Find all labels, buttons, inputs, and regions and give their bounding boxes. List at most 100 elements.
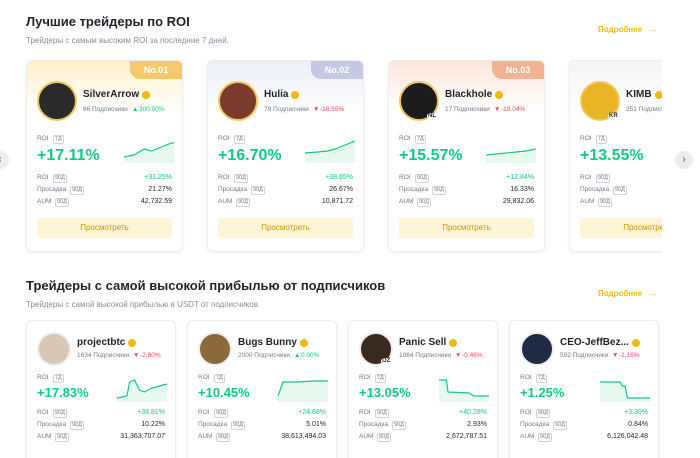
sparkline — [305, 140, 355, 163]
trader-card[interactable]: No.01 SilverArrow 86 Подписчики ▲ 300.00% ROI… — [26, 60, 183, 252]
scroll-right[interactable]: › — [675, 151, 693, 169]
period-tag: 90Д — [538, 433, 552, 442]
metric-value: 10.22% — [141, 421, 165, 428]
country-badge: KR — [608, 113, 619, 119]
follower-change-icon: ▼ — [494, 106, 501, 113]
metric-value: +3.30% — [624, 409, 648, 416]
period-tag: 90Д — [70, 186, 84, 195]
metric-value: 26.67% — [329, 186, 353, 193]
period-tag: 90Д — [234, 174, 248, 183]
period-tag: 90Д — [415, 174, 429, 183]
avatar — [520, 332, 554, 366]
metric-label: Просадка — [37, 421, 67, 428]
roi-label: ROI — [198, 374, 210, 381]
verified-icon — [142, 91, 150, 99]
metric-value: +31.25% — [144, 174, 172, 181]
verified-icon — [449, 339, 457, 347]
metric-value: 21.27% — [148, 186, 172, 193]
period-tag: 90Д — [55, 433, 69, 442]
roi-value: +1.25% — [520, 385, 565, 400]
sparkline-area — [486, 149, 536, 163]
period-tag: 90Д — [417, 198, 431, 207]
metric-label: Просадка — [580, 186, 610, 193]
sparkline — [124, 142, 174, 163]
verified-icon — [128, 339, 136, 347]
view-button[interactable]: Просмотреть — [37, 218, 172, 238]
follower-change-icon: ▼ — [612, 352, 619, 359]
metric-value: +12.84% — [506, 174, 534, 181]
period-tag: 90Д — [251, 186, 265, 195]
metric-label: AUM — [520, 433, 535, 440]
metric-value: +38.81% — [137, 409, 165, 416]
followers: 17 Подписчики — [445, 106, 490, 113]
metric-value: 31,363,707.07 — [120, 433, 165, 440]
more-link[interactable]: Подробнее — [598, 25, 643, 34]
metric-label: Просадка — [198, 421, 228, 428]
roi-value: +17.11% — [37, 147, 100, 164]
sparkline-line — [486, 148, 536, 156]
period-tag: 90Д — [536, 409, 550, 418]
trader-card[interactable]: No.02 Hulia 79 Подписчики ▼ -18.55% ROI 7Д +16.… — [207, 60, 364, 252]
country-badge: NL — [427, 113, 437, 119]
period-tag: 90Д — [236, 198, 250, 207]
metric-value: 0.84% — [628, 421, 648, 428]
more-arrow[interactable]: → — [649, 289, 657, 298]
sparkline — [278, 380, 328, 402]
roi-label: ROI — [218, 135, 230, 142]
scroll-left[interactable]: ‹ — [0, 151, 9, 169]
follower-change: -0.46% — [462, 352, 483, 359]
follower-change-icon: ▼ — [455, 352, 462, 359]
trader-card[interactable]: Bugs Bunny 2000 Подписчики ▲ 0.00% ROI 7Д +10.… — [187, 320, 337, 458]
sparkline-area — [124, 143, 174, 163]
card-row: No.01 SilverArrow 86 Подписчики ▲ 300.00% ROI… — [0, 60, 662, 254]
more-arrow[interactable]: → — [649, 25, 657, 34]
period-tag: 7Д — [53, 374, 64, 383]
roi-label: ROI — [37, 135, 49, 142]
metric-value: 2.93% — [467, 421, 487, 428]
view-button[interactable]: Просмотреть — [218, 218, 353, 238]
follower-change: -1.16% — [619, 352, 640, 359]
metric-label: Просадка — [520, 421, 550, 428]
more-link[interactable]: Подробнее — [598, 289, 643, 298]
period-tag: 90Д — [231, 421, 245, 430]
trader-card[interactable]: CEO-JeffBez... 592 Подписчики ▼ -1.16% ROI 7Д… — [509, 320, 659, 458]
view-button[interactable]: Просмотреть — [399, 218, 534, 238]
metric-label: ROI — [198, 409, 210, 416]
followers: 592 Подписчики — [560, 352, 609, 359]
trader-name: Blackhole — [445, 89, 493, 100]
followers: 1634 Подписчики — [77, 352, 130, 359]
card-row: projectbtc 1634 Подписчики ▼ -2.80% ROI 7Д +17… — [0, 320, 662, 458]
metric-value: 2,672,787.51 — [446, 433, 487, 440]
metric-value: 38,613,494.03 — [281, 433, 326, 440]
sparkline-line — [117, 379, 167, 399]
trader-card[interactable]: projectbtc 1634 Подписчики ▼ -2.80% ROI 7Д +17… — [26, 320, 176, 458]
trader-card[interactable]: OZ Panic Sell 1064 Подписчики ▼ -0.46% ROI 7Д +… — [348, 320, 498, 458]
verified-icon — [495, 91, 503, 99]
period-tag: 90Д — [55, 198, 69, 207]
followers: 251 Подписчики — [626, 106, 662, 113]
period-tag: 7Д — [53, 135, 64, 144]
metric-label: Просадка — [218, 186, 248, 193]
period-tag: 90Д — [613, 186, 627, 195]
trader-name: SilverArrow — [83, 89, 140, 100]
period-tag: 7Д — [415, 135, 426, 144]
trader-name: projectbtc — [77, 337, 126, 348]
follower-change: 0.00% — [301, 352, 320, 359]
follower-change: -18.55% — [320, 106, 345, 113]
followers: 86 Подписчики — [83, 106, 128, 113]
trader-name: CEO-JeffBez... — [560, 337, 629, 348]
metric-label: AUM — [198, 433, 213, 440]
period-tag: 90Д — [553, 421, 567, 430]
trader-name: Bugs Bunny — [238, 337, 297, 348]
followers: 1064 Подписчики — [399, 352, 452, 359]
metric-label: AUM — [359, 433, 374, 440]
period-tag: 7Д — [214, 374, 225, 383]
metric-label: ROI — [580, 174, 592, 181]
trader-card[interactable]: No.03 NL Blackhole 17 Подписчики ▼ -19.04% ROI… — [388, 60, 545, 252]
view-button[interactable]: Просмотреть — [580, 218, 662, 238]
roi-value: +10.45% — [198, 385, 250, 400]
roi-label: ROI — [580, 135, 592, 142]
metric-label: AUM — [399, 198, 414, 205]
